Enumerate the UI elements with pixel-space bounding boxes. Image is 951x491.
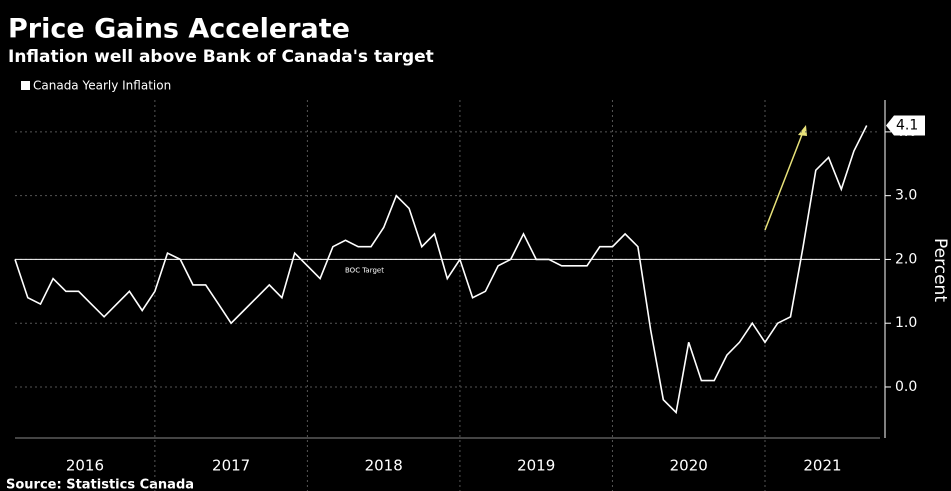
y-tick-label: 2.0 — [895, 251, 917, 267]
last-value-label: 4.1 — [896, 118, 918, 134]
legend-swatch — [21, 81, 30, 90]
x-tick-label: 2019 — [517, 457, 555, 475]
x-tick-label: 2021 — [803, 457, 841, 475]
chart-title: Price Gains Accelerate — [8, 14, 350, 45]
y-axis-label: Percent — [930, 238, 950, 302]
last-value-box — [886, 115, 925, 136]
source: Source: Statistics Canada — [6, 478, 194, 491]
reference-label: BOC Target — [345, 266, 384, 274]
y-tick-label: 1.0 — [895, 315, 917, 331]
y-tick-label: 0.0 — [895, 379, 917, 395]
chart-subtitle: Inflation well above Bank of Canada's ta… — [8, 47, 434, 67]
annotation-arrow — [764, 131, 804, 231]
x-tick-label: 2017 — [212, 457, 250, 475]
annotation-arrowhead — [798, 125, 807, 136]
x-tick-label: 2018 — [365, 457, 403, 475]
series-line — [14, 125, 868, 415]
y-tick-label: 3.0 — [895, 188, 917, 204]
x-tick-label: 2020 — [670, 457, 708, 475]
x-tick-label: 2016 — [66, 457, 104, 475]
legend-label: Canada Yearly Inflation — [33, 79, 171, 93]
